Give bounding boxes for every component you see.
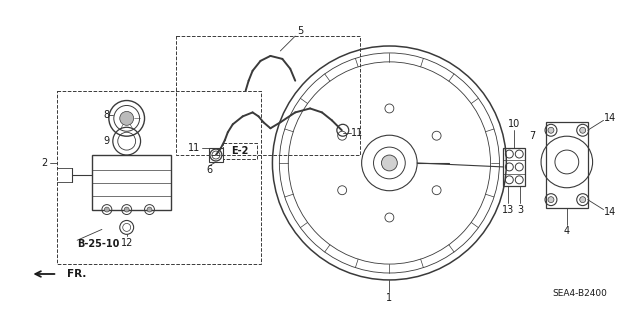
Text: SEA4-B2400: SEA4-B2400 — [552, 289, 607, 298]
Text: 13: 13 — [502, 204, 515, 215]
Text: 11: 11 — [188, 143, 200, 153]
Text: 11: 11 — [351, 128, 363, 138]
Circle shape — [381, 155, 397, 171]
Text: 8: 8 — [104, 110, 110, 120]
Text: 5: 5 — [297, 26, 303, 36]
Circle shape — [124, 207, 129, 212]
Bar — [504, 148, 525, 186]
Text: FR.: FR. — [67, 269, 86, 279]
Text: 9: 9 — [104, 136, 110, 146]
Circle shape — [580, 197, 586, 203]
Bar — [223, 143, 257, 159]
Text: 2: 2 — [42, 158, 47, 168]
Text: E-2: E-2 — [231, 146, 248, 156]
Text: 6: 6 — [206, 165, 212, 175]
Circle shape — [548, 197, 554, 203]
Bar — [546, 122, 588, 208]
Text: 14: 14 — [604, 206, 616, 217]
Text: 4: 4 — [564, 226, 570, 236]
Text: 10: 10 — [508, 119, 520, 129]
Bar — [92, 155, 172, 210]
Bar — [209, 148, 223, 162]
Circle shape — [580, 127, 586, 133]
Circle shape — [120, 111, 134, 125]
Text: B-25-10: B-25-10 — [77, 239, 120, 249]
Text: 14: 14 — [604, 113, 616, 123]
Text: 3: 3 — [517, 204, 524, 215]
Text: 7: 7 — [529, 131, 535, 141]
Bar — [58, 91, 260, 264]
Circle shape — [147, 207, 152, 212]
Circle shape — [548, 127, 554, 133]
Bar — [176, 36, 360, 155]
Text: 1: 1 — [387, 293, 392, 303]
Text: 12: 12 — [120, 238, 133, 248]
Circle shape — [104, 207, 109, 212]
